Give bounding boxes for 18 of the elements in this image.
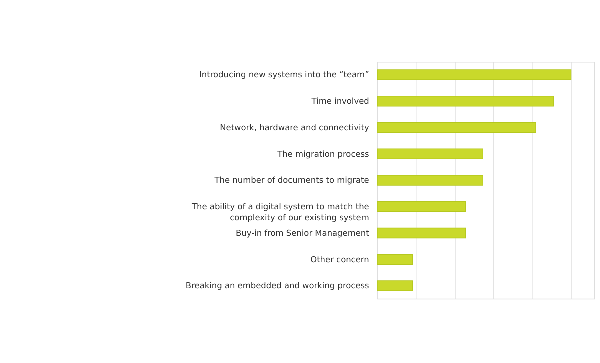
y-tick-label: The migration process — [276, 148, 370, 159]
bar — [377, 228, 466, 239]
y-tick-label: The number of documents to migrate — [214, 175, 370, 186]
y-tick-label: The ability of a digital system to match the complexity of our existing system — [191, 202, 370, 223]
bar — [377, 148, 484, 160]
bar — [377, 70, 572, 80]
bar — [377, 202, 466, 212]
y-tick-label: Buy-in from Senior Management — [236, 228, 370, 238]
y-tick-label: Network, hardware and connectivity — [220, 122, 370, 132]
bar — [377, 175, 484, 186]
y-tick-label: Other concern — [310, 254, 370, 264]
y-tick-label: Introducing new systems into the “team” — [199, 70, 370, 80]
bar — [377, 96, 554, 107]
bar — [377, 254, 414, 265]
bar — [377, 122, 536, 134]
bar — [377, 280, 414, 292]
y-tick-label: Breaking an embedded and working process — [186, 280, 370, 291]
y-tick-label: Time involved — [310, 96, 370, 106]
